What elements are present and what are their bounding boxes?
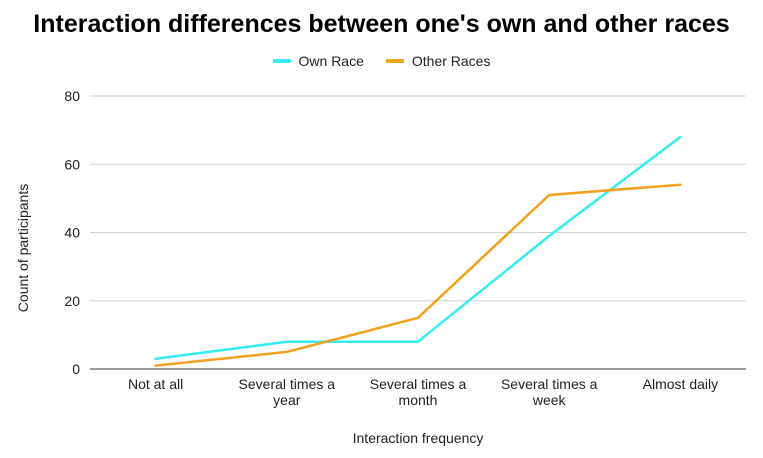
x-tick-label-line: Not at all xyxy=(128,376,183,392)
x-tick-label: Almost daily xyxy=(643,376,718,392)
legend-item-other-races: Other Races xyxy=(385,53,491,69)
y-tick-label: 80 xyxy=(64,88,80,104)
legend-label-other-races: Other Races xyxy=(411,53,491,69)
x-tick-label-line: Several times a xyxy=(239,376,336,392)
legend-label-own-race: Own Race xyxy=(298,53,364,69)
legend: Own Race Other Races xyxy=(0,53,763,69)
y-axis-label: Count of participants xyxy=(15,184,31,312)
x-tick-label: Not at all xyxy=(128,376,183,392)
legend-swatch-other-races xyxy=(385,59,404,63)
y-tick-label: 40 xyxy=(64,225,80,241)
y-tick-label: 60 xyxy=(64,156,80,172)
series-line-other-races xyxy=(154,183,682,367)
y-tick-label: 20 xyxy=(64,293,80,309)
x-tick-label: Several times a year xyxy=(239,376,336,408)
x-tick-label: Several times a month xyxy=(370,376,467,408)
x-axis-label: Interaction frequency xyxy=(353,430,484,446)
x-tick-label-line: month xyxy=(399,392,438,408)
legend-swatch-own-race xyxy=(272,59,291,63)
y-tick-label: 0 xyxy=(72,361,80,377)
x-tick-label-line: week xyxy=(532,392,567,408)
x-tick-label-line: Several times a xyxy=(370,376,467,392)
x-tick-label-line: year xyxy=(273,392,301,408)
x-tick-label-line: Several times a xyxy=(501,376,598,392)
x-tick-label: Several times a week xyxy=(501,376,598,408)
legend-item-own-race: Own Race xyxy=(272,53,364,69)
series-line-own-race xyxy=(154,135,682,361)
chart-title: Interaction differences between one's ow… xyxy=(33,10,730,38)
x-tick-label-line: Almost daily xyxy=(643,376,718,392)
